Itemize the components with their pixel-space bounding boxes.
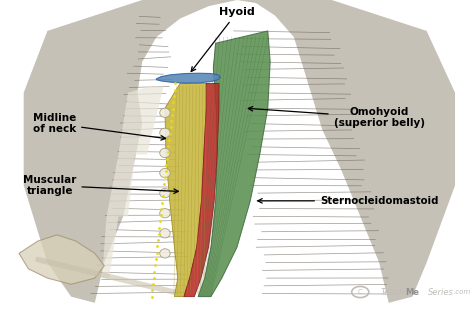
Text: Hyoid: Hyoid — [191, 7, 255, 71]
Polygon shape — [156, 73, 220, 83]
Polygon shape — [19, 235, 104, 284]
Ellipse shape — [160, 168, 170, 178]
Polygon shape — [165, 83, 206, 297]
Polygon shape — [237, 0, 455, 303]
Text: Muscular
triangle: Muscular triangle — [23, 175, 178, 196]
Text: Omohyoid
(superior belly): Omohyoid (superior belly) — [248, 107, 425, 128]
Text: Teach: Teach — [381, 287, 405, 297]
Polygon shape — [24, 0, 237, 303]
Polygon shape — [184, 83, 219, 297]
Polygon shape — [102, 87, 164, 278]
Polygon shape — [198, 31, 270, 297]
Text: .com: .com — [454, 289, 471, 295]
Text: Sternocleidomastoid: Sternocleidomastoid — [258, 196, 438, 206]
Ellipse shape — [160, 209, 170, 218]
Text: Series: Series — [428, 287, 454, 297]
Ellipse shape — [160, 249, 170, 258]
Ellipse shape — [160, 108, 170, 117]
Text: Me: Me — [405, 287, 419, 297]
Ellipse shape — [160, 128, 170, 138]
Ellipse shape — [160, 188, 170, 198]
Ellipse shape — [160, 148, 170, 158]
Text: C: C — [358, 289, 363, 295]
Text: Midline
of neck: Midline of neck — [33, 113, 165, 140]
Ellipse shape — [160, 229, 170, 238]
